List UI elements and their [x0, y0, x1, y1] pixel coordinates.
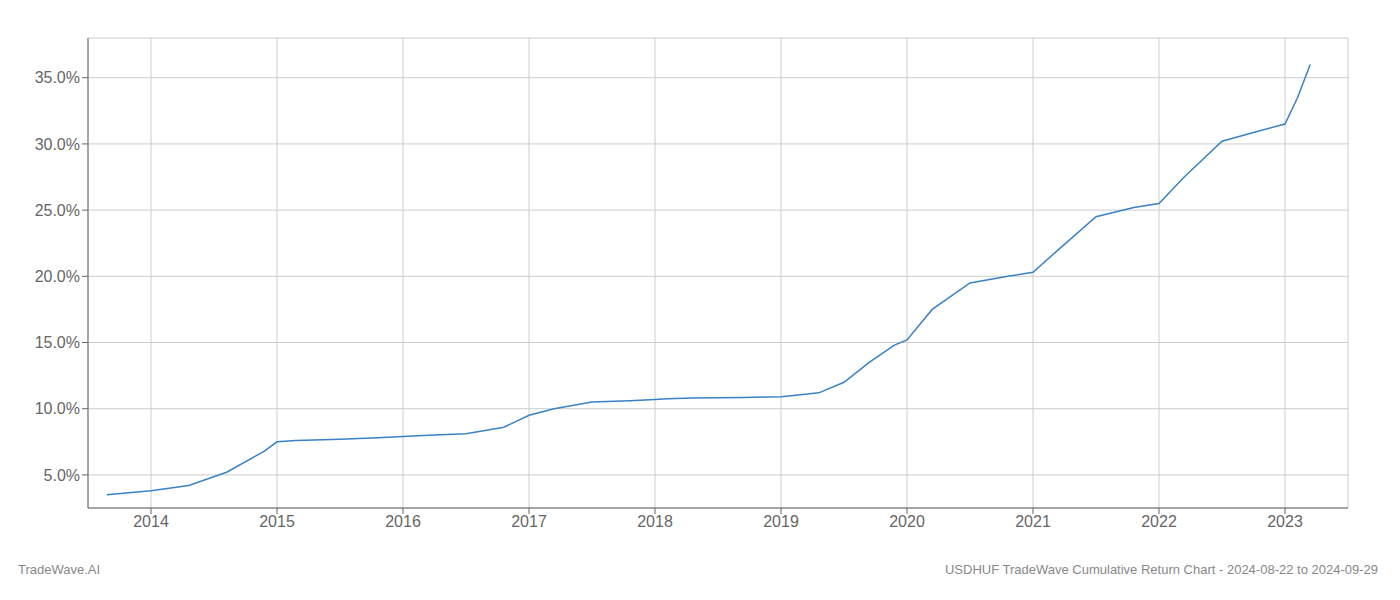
svg-text:2020: 2020	[889, 513, 925, 530]
svg-text:35.0%: 35.0%	[35, 69, 80, 86]
html-text:TradeWave.AI: TradeWave.AI	[18, 562, 101, 577]
svg-text:2023: 2023	[1267, 513, 1303, 530]
svg-text:2017: 2017	[511, 513, 547, 530]
svg-text:2016: 2016	[385, 513, 421, 530]
svg-text:10.0%: 10.0%	[35, 400, 80, 417]
svg-text:2022: 2022	[1141, 513, 1177, 530]
svg-text:20.0%: 20.0%	[35, 268, 80, 285]
svg-text:5.0%: 5.0%	[44, 467, 80, 484]
svg-text:2019: 2019	[763, 513, 799, 530]
svg-text:30.0%: 30.0%	[35, 136, 80, 153]
svg-text:15.0%: 15.0%	[35, 334, 80, 351]
svg-text:25.0%: 25.0%	[35, 202, 80, 219]
html-text:USDHUF TradeWave Cumulative Re: USDHUF TradeWave Cumulative Return Chart…	[944, 562, 1378, 577]
svg-text:2021: 2021	[1015, 513, 1051, 530]
svg-text:2014: 2014	[133, 513, 169, 530]
svg-text:2015: 2015	[259, 513, 295, 530]
svg-text:2018: 2018	[637, 513, 673, 530]
